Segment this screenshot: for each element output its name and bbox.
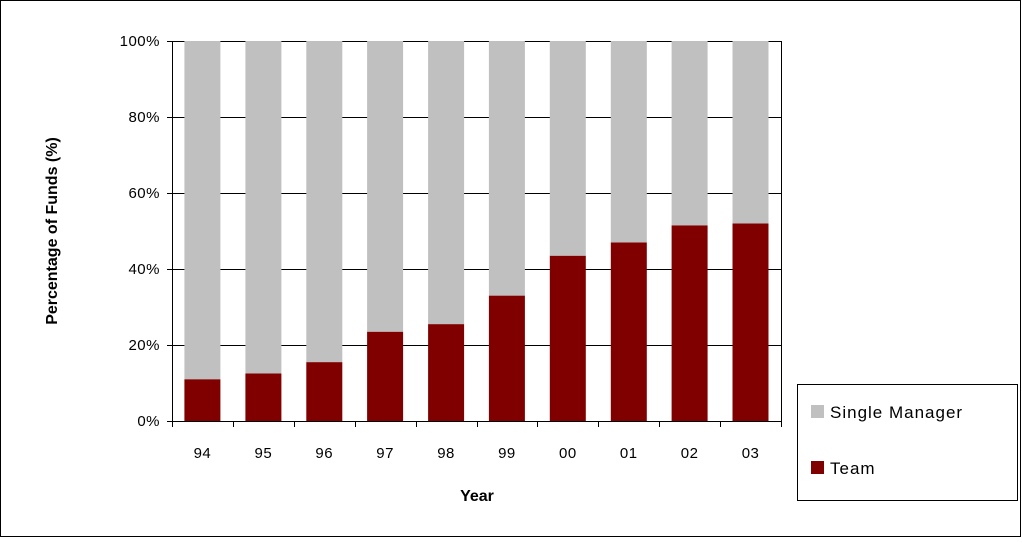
bar-team-95 [245, 373, 282, 421]
bar-single-manager-03 [732, 41, 769, 224]
bar-team-00 [549, 255, 586, 421]
x-tick-label: 94 [194, 445, 212, 462]
y-tick-label: 60% [128, 185, 160, 202]
legend-swatch-single-manager [811, 405, 824, 418]
x-tick-labels: 94 95 96 97 98 99 00 01 02 03 [194, 445, 760, 462]
bar-team-96 [306, 362, 343, 421]
bar-single-manager-02 [671, 41, 708, 226]
bar-team-03 [732, 223, 769, 421]
bar-single-manager-96 [306, 41, 343, 363]
x-tick-label: 97 [376, 445, 394, 462]
x-tick-label: 00 [559, 445, 577, 462]
x-tick-label: 01 [620, 445, 638, 462]
bar-single-manager-98 [428, 41, 465, 325]
axes [167, 41, 782, 427]
x-tick-label: 95 [255, 445, 273, 462]
legend-border [797, 384, 1018, 501]
y-tick-labels: 0% 20% 40% 60% 80% 100% [120, 33, 160, 430]
bar-team-98 [428, 324, 465, 421]
legend-swatch-team [811, 461, 824, 474]
x-tick-label: 99 [498, 445, 516, 462]
y-axis-title: Percentage of Funds (%) [44, 137, 61, 325]
bar-single-manager-95 [245, 41, 282, 374]
y-tick-label: 0% [137, 413, 160, 430]
bar-team-97 [367, 331, 404, 421]
x-tick-label: 96 [315, 445, 333, 462]
bar-team-94 [184, 379, 221, 421]
y-tick-label: 20% [128, 337, 160, 354]
bar-single-manager-01 [610, 41, 647, 243]
y-tick-label: 100% [120, 33, 160, 50]
bar-team-01 [610, 242, 647, 421]
bar-team-02 [671, 225, 708, 421]
legend: Single Manager Team [797, 384, 1018, 501]
bar-single-manager-97 [367, 41, 404, 332]
bar-single-manager-94 [184, 41, 221, 380]
y-tick-label: 40% [128, 261, 160, 278]
x-tick-label: 02 [681, 445, 699, 462]
y-tick-label: 80% [128, 109, 160, 126]
legend-label-single-manager: Single Manager [830, 403, 963, 422]
legend-label-team: Team [830, 459, 876, 478]
x-axis-title: Year [460, 488, 494, 505]
bar-team-99 [488, 295, 525, 421]
x-tick-label: 98 [437, 445, 455, 462]
bar-single-manager-00 [549, 41, 586, 256]
x-tick-label: 03 [742, 445, 760, 462]
bars [184, 41, 769, 421]
bar-single-manager-99 [488, 41, 525, 296]
